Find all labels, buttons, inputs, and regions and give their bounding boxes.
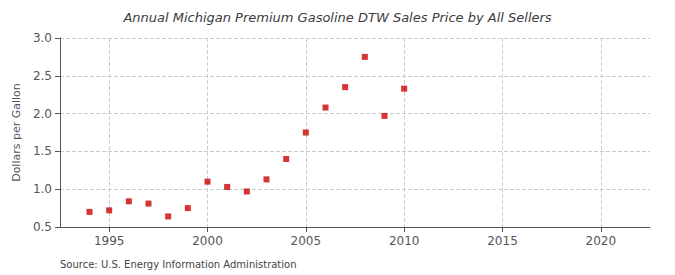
svg-text:2020: 2020 xyxy=(586,234,617,248)
svg-text:2015: 2015 xyxy=(487,234,518,248)
svg-text:2000: 2000 xyxy=(192,234,223,248)
svg-text:2005: 2005 xyxy=(291,234,322,248)
svg-text:Annual Michigan Premium Gasoli: Annual Michigan Premium Gasoline DTW Sal… xyxy=(122,10,551,25)
svg-text:Dollars per Gallon: Dollars per Gallon xyxy=(10,83,23,182)
svg-text:2010: 2010 xyxy=(389,234,420,248)
svg-text:1995: 1995 xyxy=(94,234,125,248)
svg-text:1.5: 1.5 xyxy=(33,144,52,158)
svg-text:Source: U.S. Energy Informatio: Source: U.S. Energy Information Administ… xyxy=(60,259,297,270)
svg-text:1.0: 1.0 xyxy=(33,182,52,196)
svg-text:2.0: 2.0 xyxy=(33,107,52,121)
svg-text:3.0: 3.0 xyxy=(33,31,52,45)
svg-text:0.5: 0.5 xyxy=(33,220,52,234)
svg-text:2.5: 2.5 xyxy=(33,69,52,83)
